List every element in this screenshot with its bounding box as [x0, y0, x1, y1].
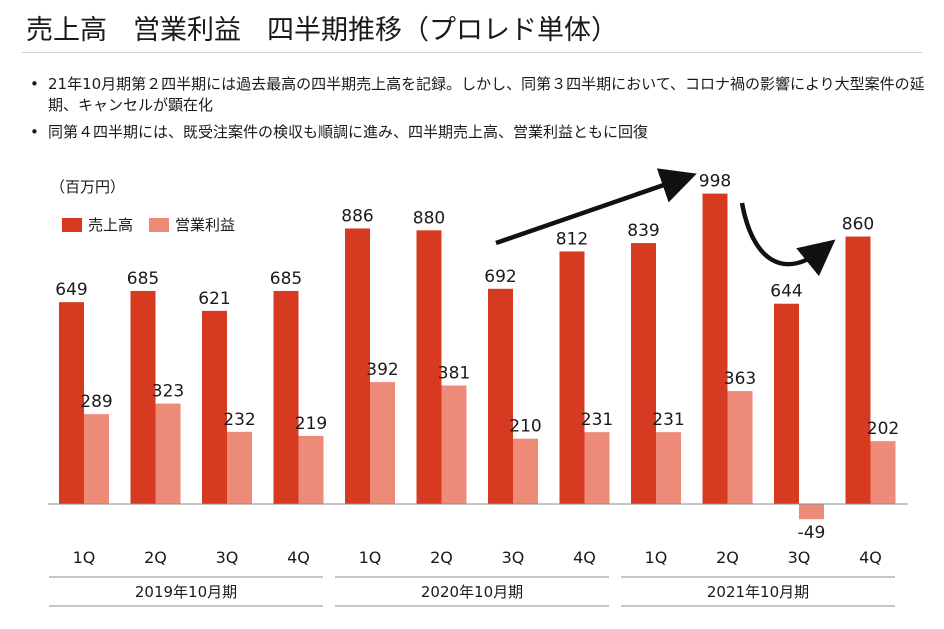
data-label: 231 [652, 410, 684, 430]
tick-label: 4Q [287, 548, 310, 567]
bar-profit [870, 441, 896, 504]
bar-profit [513, 438, 538, 504]
bar-sales [488, 288, 513, 504]
recovery-arrow [739, 202, 836, 277]
bar-profit [441, 385, 467, 504]
data-label: 886 [341, 206, 373, 226]
data-label: 289 [80, 392, 112, 412]
bar-profit [298, 435, 324, 504]
bar-sales [130, 290, 156, 504]
legend-label-sales: 売上高 [88, 216, 134, 234]
page-title: 売上高 営業利益 四半期推移（プロレド単体） [26, 8, 618, 47]
data-label: 880 [413, 208, 445, 228]
data-label: 210 [509, 417, 541, 437]
bar-profit [370, 382, 395, 504]
title-part-profit: 営業利益 [133, 15, 241, 46]
bar-sales [774, 303, 799, 504]
legend-item-sales: 売上高 [62, 214, 133, 235]
data-label: 232 [223, 410, 255, 430]
tick-label: 4Q [573, 548, 596, 567]
bullet-list: 21年10月期第２四半期には過去最高の四半期売上高を記録。しかし、同第３四半期に… [28, 74, 928, 149]
title-part-sales: 売上高 [26, 15, 107, 46]
tick-label: 2Q [144, 548, 167, 567]
data-label: 860 [842, 215, 874, 235]
data-label: 392 [366, 360, 398, 380]
legend-swatch-sales [62, 217, 82, 232]
bullet-item: 21年10月期第２四半期には過去最高の四半期売上高を記録。しかし、同第３四半期に… [28, 74, 928, 116]
data-label: 685 [270, 269, 302, 289]
bars-layer [59, 193, 896, 520]
bar-sales [702, 193, 728, 504]
data-label: 998 [699, 172, 731, 192]
data-label: -49 [798, 523, 826, 543]
data-label: 323 [152, 382, 184, 402]
bar-sales [202, 310, 227, 504]
bar-sales [845, 236, 871, 505]
bar-profit [799, 504, 824, 520]
tick-label: 3Q [502, 548, 525, 567]
tick-label: 3Q [216, 548, 239, 567]
year-label: 2019年10月期 [135, 583, 237, 601]
legend-item-profit: 営業利益 [149, 214, 235, 235]
year-label: 2021年10月期 [707, 583, 809, 601]
data-label: 363 [724, 369, 756, 389]
bar-sales [273, 290, 299, 504]
data-label: 202 [867, 419, 899, 439]
tick-label: 2Q [716, 548, 739, 567]
bar-sales [416, 230, 442, 504]
bar-profit [84, 414, 109, 504]
bar-profit [656, 432, 681, 504]
bar-profit [155, 403, 181, 504]
tick-label: 4Q [859, 548, 882, 567]
data-label: 381 [438, 364, 470, 384]
data-label: 812 [556, 229, 588, 249]
bullet-item: 同第４四半期には、既受注案件の検収も順調に進み、四半期売上高、営業利益ともに回復 [28, 122, 928, 143]
chart-legend: 売上高 営業利益 [62, 214, 251, 235]
unit-label: （百万円） [50, 178, 126, 196]
trend-arrow-up [495, 168, 697, 246]
title-divider [22, 52, 922, 53]
data-label: 685 [127, 269, 159, 289]
legend-swatch-profit [149, 217, 170, 232]
title-part-trend: 四半期推移（プロレド単体） [267, 15, 618, 46]
bar-sales [559, 251, 585, 504]
bar-profit [227, 431, 252, 504]
bar-profit [584, 432, 610, 504]
tick-label: 1Q [645, 548, 668, 567]
tick-label: 3Q [788, 548, 811, 567]
bar-sales [631, 243, 656, 505]
data-label: 644 [770, 282, 802, 302]
legend-label-profit: 営業利益 [175, 216, 236, 234]
tick-label: 1Q [359, 548, 382, 567]
value-labels-layer: 649 289 685 323 621 232 685 219 886 392 880 381 692 2… [55, 172, 899, 544]
data-label: 219 [295, 414, 327, 434]
data-label: 621 [198, 289, 230, 309]
data-label: 231 [581, 410, 613, 430]
tick-label: 2Q [430, 548, 453, 567]
data-label: 692 [484, 267, 516, 287]
tick-label: 1Q [73, 548, 96, 567]
data-label: 839 [627, 221, 659, 241]
axis-layer: 1Q 2Q 3Q 4Q 1Q 2Q 3Q 4Q 1Q 2Q 3Q 4Q 2019年10月期 2020年10… [48, 503, 908, 607]
bar-profit [727, 391, 753, 504]
bar-sales [345, 228, 370, 505]
data-label: 649 [55, 280, 87, 300]
bar-sales [59, 302, 84, 504]
year-label: 2020年10月期 [421, 583, 523, 601]
